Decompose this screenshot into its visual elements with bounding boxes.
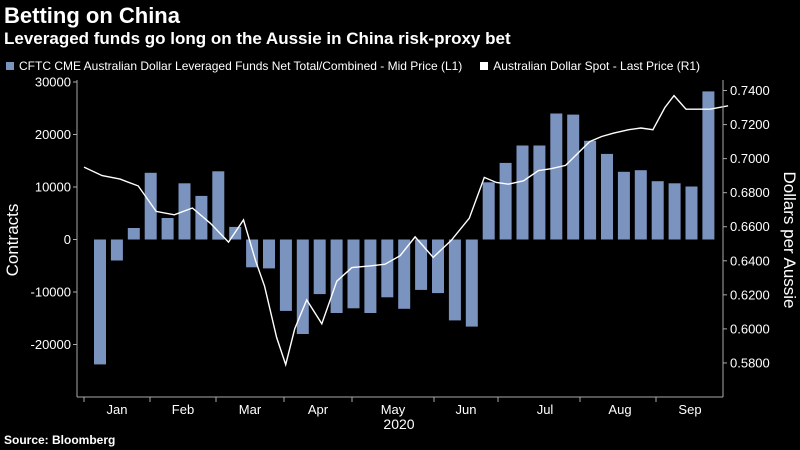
bar — [550, 113, 563, 240]
xaxis-tick-label: Aug — [608, 402, 631, 417]
chart-subtitle: Leveraged funds go long on the Aussie in… — [4, 29, 511, 48]
bar — [195, 195, 208, 240]
bar — [432, 239, 444, 294]
bar — [94, 239, 106, 365]
bar — [567, 114, 580, 240]
bar — [161, 218, 174, 240]
xaxis-tick-label: Jul — [537, 402, 554, 417]
yaxis-right-tick-label: 0.6600 — [730, 219, 770, 234]
bar — [415, 239, 428, 290]
yaxis-left-tick-label: 20000 — [35, 127, 71, 142]
yaxis-left-tick-label: 0 — [64, 232, 71, 247]
legend-label-bars: CFTC CME Australian Dollar Leveraged Fun… — [19, 59, 463, 73]
bar — [296, 239, 309, 334]
xaxis-tick-label: Jun — [456, 402, 477, 417]
bar — [499, 162, 512, 240]
bar — [212, 171, 225, 240]
bar — [263, 239, 275, 269]
bar — [651, 181, 664, 240]
xaxis-label: 2020 — [383, 416, 414, 432]
legend-item-bars: CFTC CME Australian Dollar Leveraged Fun… — [6, 59, 462, 73]
spot-price-line — [83, 94, 729, 368]
bar — [381, 239, 394, 298]
bar — [601, 153, 613, 240]
yaxis-right-tick-label: 0.6800 — [730, 185, 770, 200]
bars-layer — [94, 91, 715, 365]
legend-item-line: Australian Dollar Spot - Last Price (R1) — [480, 59, 700, 73]
bar — [584, 140, 597, 240]
xaxis-tick-label: Apr — [308, 402, 329, 417]
yaxis-right-tick-label: 0.6000 — [730, 321, 770, 336]
legend: CFTC CME Australian Dollar Leveraged Fun… — [6, 58, 718, 74]
yaxis-right-tick-label: 0.7400 — [730, 83, 770, 98]
xaxis-tick-label: Sep — [678, 402, 701, 417]
yaxis-right-tick-label: 0.6400 — [730, 253, 770, 268]
bar — [144, 172, 157, 240]
line-layer — [83, 94, 729, 368]
bar — [702, 91, 715, 240]
xaxis-tick-label: May — [381, 402, 406, 417]
yaxis-right-tick-label: 0.7000 — [730, 151, 770, 166]
bar — [110, 239, 123, 261]
bar — [279, 239, 292, 311]
yaxis-left-tick-label: 30000 — [35, 75, 71, 90]
axes-layer: 30000 20000 10000 0 -10000 -20000 0.7400 0.7200… — [31, 75, 770, 418]
yaxis-right-label: Dollars per Aussie — [780, 171, 799, 308]
bar — [127, 228, 140, 240]
bar — [685, 186, 698, 240]
chart-title: Betting on China — [4, 3, 180, 28]
bar — [634, 170, 647, 240]
bar — [448, 239, 461, 321]
bar — [516, 145, 529, 240]
yaxis-right-tick-label: 0.6200 — [730, 287, 770, 302]
source-note: Source: Bloomberg — [4, 433, 116, 447]
bar — [347, 239, 360, 309]
yaxis-left-tick-label: 10000 — [35, 180, 71, 195]
bar — [465, 239, 478, 327]
yaxis-left-label: Contracts — [3, 204, 22, 277]
bar — [533, 145, 546, 240]
xaxis-tick-label: Jan — [107, 402, 128, 417]
xaxis-tick-label: Mar — [239, 402, 262, 417]
yaxis-left-tick-label: -20000 — [31, 337, 71, 352]
bar — [364, 239, 377, 313]
bar — [398, 239, 411, 309]
bar — [482, 182, 495, 240]
bar — [617, 171, 630, 240]
bar — [330, 239, 343, 313]
xaxis-tick-label: Feb — [172, 402, 194, 417]
legend-swatch-bars — [6, 62, 14, 70]
yaxis-right-tick-label: 0.7200 — [730, 117, 770, 132]
legend-label-line: Australian Dollar Spot - Last Price (R1) — [493, 59, 701, 73]
bar — [668, 183, 681, 240]
yaxis-right-tick-label: 0.5800 — [730, 355, 770, 370]
yaxis-left-tick-label: -10000 — [31, 285, 71, 300]
legend-swatch-line — [480, 62, 489, 70]
bar — [313, 239, 326, 295]
